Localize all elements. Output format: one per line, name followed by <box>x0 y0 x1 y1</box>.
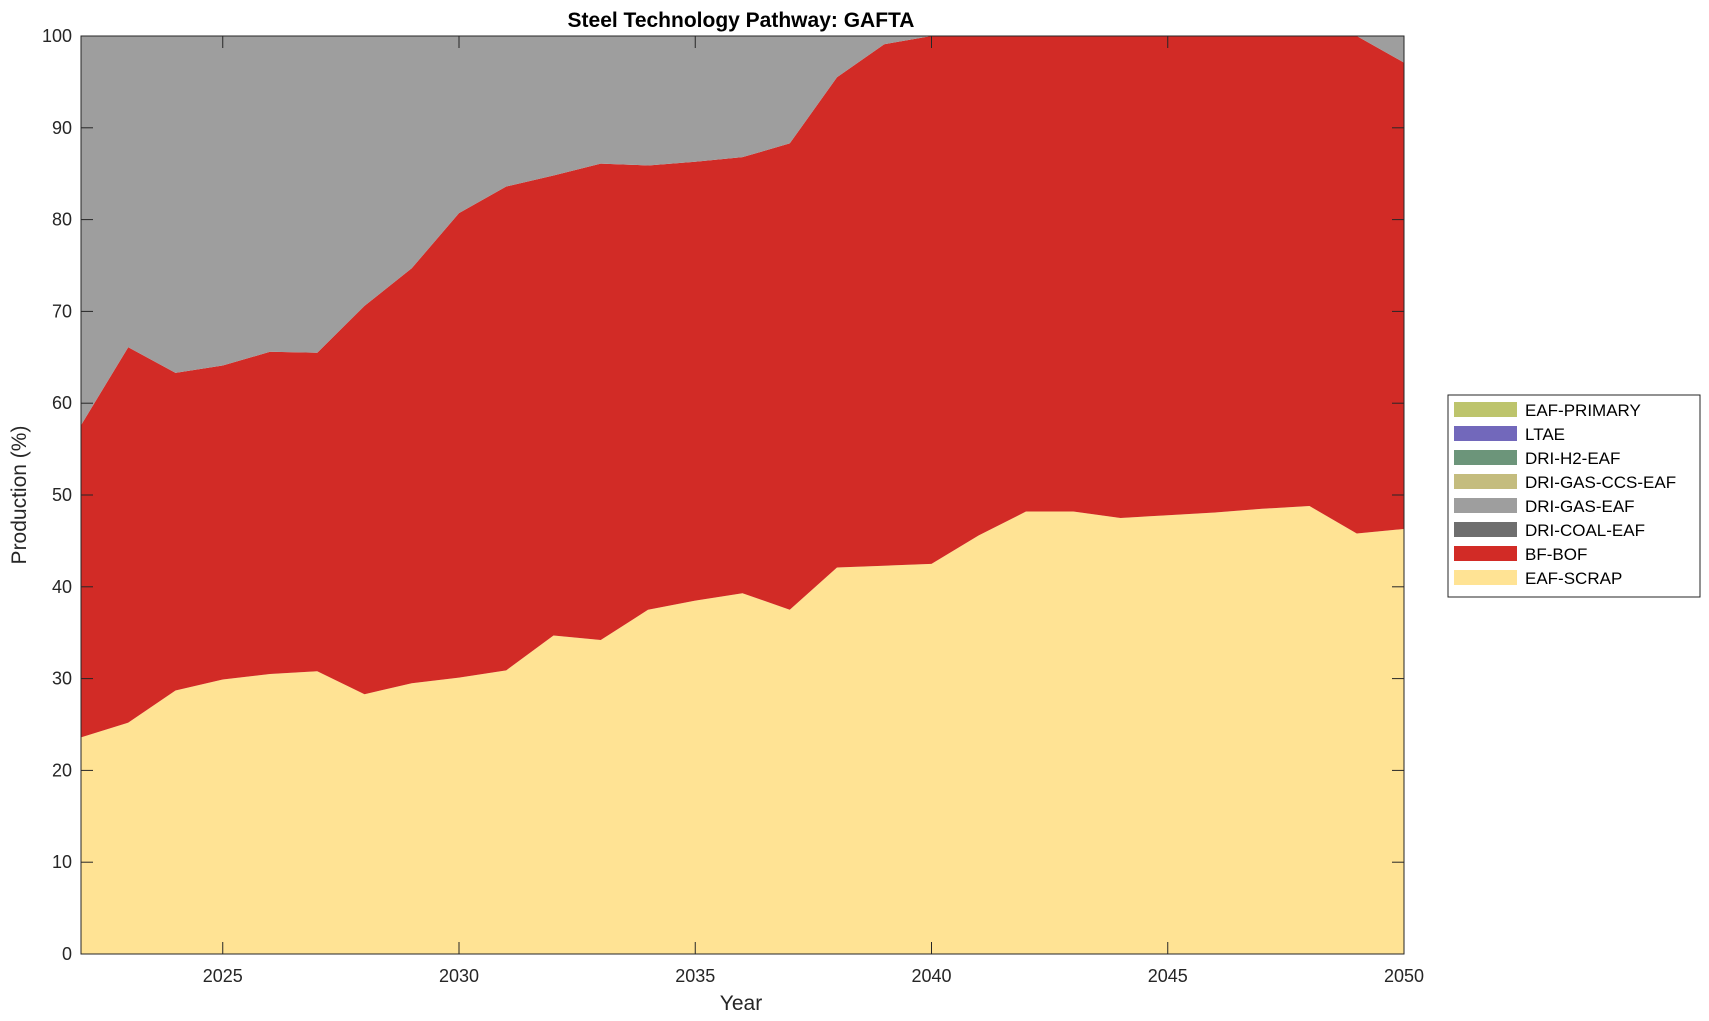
y-tick-label: 60 <box>52 393 72 413</box>
y-tick-label: 90 <box>52 118 72 138</box>
legend-swatch-bf-bof <box>1454 546 1517 561</box>
y-tick-label: 0 <box>62 944 72 964</box>
legend-label-dri-coal-eaf: DRI-COAL-EAF <box>1525 521 1645 540</box>
x-axis-label: Year <box>720 992 762 1015</box>
y-tick-label: 10 <box>52 852 72 872</box>
legend-label-ltae: LTAE <box>1525 425 1565 444</box>
legend-label-dri-gas-eaf: DRI-GAS-EAF <box>1525 497 1635 516</box>
stacked-areas <box>81 36 1404 954</box>
legend-swatch-dri-h2-eaf <box>1454 450 1517 465</box>
x-tick-label: 2045 <box>1148 966 1188 986</box>
y-tick-label: 30 <box>52 669 72 689</box>
legend-swatch-dri-gas-eaf <box>1454 498 1517 513</box>
y-tick-label: 20 <box>52 760 72 780</box>
legend: EAF-PRIMARY LTAE DRI-H2-EAF DRI-GAS-CCS-EAF… <box>1447 394 1701 598</box>
y-tick-label: 50 <box>52 485 72 505</box>
x-tick-label: 2025 <box>203 966 243 986</box>
x-tick-label: 2030 <box>439 966 479 986</box>
y-axis-label: Production (%) <box>8 426 31 565</box>
legend-box <box>1447 394 1701 598</box>
x-tick-label: 2050 <box>1384 966 1424 986</box>
y-tick-label: 40 <box>52 577 72 597</box>
y-axis-ticks: 0 10 20 30 40 50 60 70 80 90 100 <box>42 26 1404 964</box>
y-tick-label: 70 <box>52 301 72 321</box>
y-tick-label: 80 <box>52 210 72 230</box>
x-axis-ticks: 2025 2030 2035 2040 2045 2050 <box>203 36 1424 986</box>
legend-label-dri-gas-ccs-eaf: DRI-GAS-CCS-EAF <box>1525 473 1676 492</box>
legend-swatch-dri-coal-eaf <box>1454 522 1517 537</box>
legend-label-eaf-primary: EAF-PRIMARY <box>1525 401 1641 420</box>
area-bf-bof <box>81 36 1404 738</box>
x-tick-label: 2040 <box>911 966 951 986</box>
legend-swatch-eaf-scrap <box>1454 570 1517 585</box>
legend-swatch-eaf-primary <box>1454 402 1517 417</box>
chart-title: Steel Technology Pathway: GAFTA <box>568 9 915 32</box>
legend-label-eaf-scrap: EAF-SCRAP <box>1525 569 1622 588</box>
legend-swatch-dri-gas-ccs-eaf <box>1454 474 1517 489</box>
legend-label-dri-h2-eaf: DRI-H2-EAF <box>1525 449 1620 468</box>
x-tick-label: 2035 <box>675 966 715 986</box>
area-eaf-scrap <box>81 506 1404 954</box>
legend-swatch-ltae <box>1454 426 1517 441</box>
legend-label-bf-bof: BF-BOF <box>1525 545 1587 564</box>
y-tick-label: 100 <box>42 26 72 46</box>
area-dri-gas-eaf <box>81 36 1404 426</box>
